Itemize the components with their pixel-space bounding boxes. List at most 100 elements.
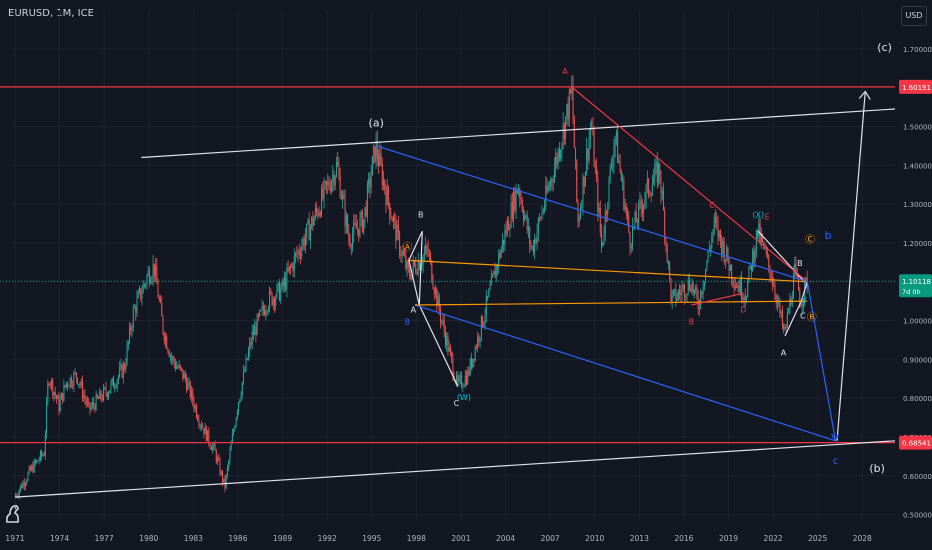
price-tag [899, 79, 932, 94]
candle [462, 386, 464, 388]
candle [111, 378, 113, 383]
candle [763, 241, 765, 249]
candle [117, 375, 119, 381]
candle [466, 375, 468, 385]
candle [46, 402, 48, 435]
current-price-label: 1.10118 [902, 278, 931, 286]
candle [33, 460, 35, 473]
candle [390, 216, 392, 219]
candle [269, 290, 271, 308]
x-tick-label: 1986 [228, 534, 247, 543]
candle [329, 187, 331, 192]
candle [586, 148, 588, 173]
candle [447, 336, 449, 352]
candle [430, 255, 432, 261]
candle [197, 416, 199, 421]
candle [571, 85, 573, 93]
candle [84, 395, 86, 400]
candle [525, 215, 527, 217]
candle [705, 268, 707, 282]
candle [405, 256, 407, 269]
candle [129, 326, 131, 342]
candle [161, 302, 163, 317]
candle [104, 387, 106, 389]
candle [688, 279, 690, 290]
candle [519, 189, 521, 198]
candle [38, 460, 40, 462]
wave-label: C [454, 399, 460, 408]
candle [176, 366, 178, 369]
candle [338, 165, 340, 175]
wave-label: A [411, 306, 417, 315]
candle [219, 460, 221, 475]
candle [238, 402, 240, 411]
wave-label: A [781, 348, 787, 357]
candle [783, 325, 785, 330]
candle [800, 304, 802, 307]
x-tick-label: 1980 [139, 534, 158, 543]
candle [51, 379, 53, 385]
candle [79, 383, 81, 386]
candle [313, 218, 315, 226]
x-tick-label: 2028 [853, 534, 872, 543]
candle [312, 217, 314, 226]
candle [328, 181, 330, 188]
candle [535, 239, 537, 244]
candle [204, 426, 206, 435]
candle [547, 186, 549, 192]
candle [95, 394, 97, 411]
candle [541, 211, 543, 219]
candle [257, 315, 259, 316]
candle [376, 140, 378, 158]
candle [291, 264, 293, 268]
candle [747, 280, 749, 298]
candle [209, 443, 211, 448]
candle [43, 454, 45, 456]
currency-button[interactable]: USD [901, 6, 927, 26]
candle [297, 250, 299, 255]
candle [352, 234, 354, 248]
candle [116, 380, 118, 388]
candle [444, 331, 446, 346]
candle [716, 219, 718, 223]
candle [267, 307, 269, 312]
candle [295, 253, 297, 256]
candle [712, 230, 714, 238]
candle [63, 385, 65, 401]
candle [386, 186, 388, 206]
candle [100, 390, 102, 399]
candle [467, 370, 469, 385]
candle [752, 250, 754, 271]
candle [192, 390, 194, 402]
candle [360, 211, 362, 218]
candle [560, 150, 562, 159]
tradingview-logo-icon[interactable] [4, 502, 22, 524]
candle [292, 264, 294, 272]
candle [252, 331, 254, 336]
candle [283, 278, 285, 287]
candle [753, 250, 755, 262]
candle [69, 377, 71, 387]
candle [208, 430, 210, 444]
candle [584, 172, 586, 187]
candle [326, 181, 328, 185]
candle [417, 261, 419, 275]
candle [368, 178, 370, 185]
candle [635, 212, 637, 223]
horizontal-levels [0, 86, 895, 444]
candle [25, 483, 27, 487]
candle [627, 212, 629, 217]
candle [531, 246, 533, 248]
candle [244, 370, 246, 372]
candle [739, 278, 741, 293]
candle [286, 268, 288, 290]
candle [266, 311, 268, 313]
candle [235, 417, 237, 427]
candle [189, 381, 191, 398]
candle [318, 212, 320, 216]
candle [686, 293, 688, 297]
candle [225, 474, 227, 488]
candle [499, 253, 501, 258]
candle [330, 181, 332, 192]
